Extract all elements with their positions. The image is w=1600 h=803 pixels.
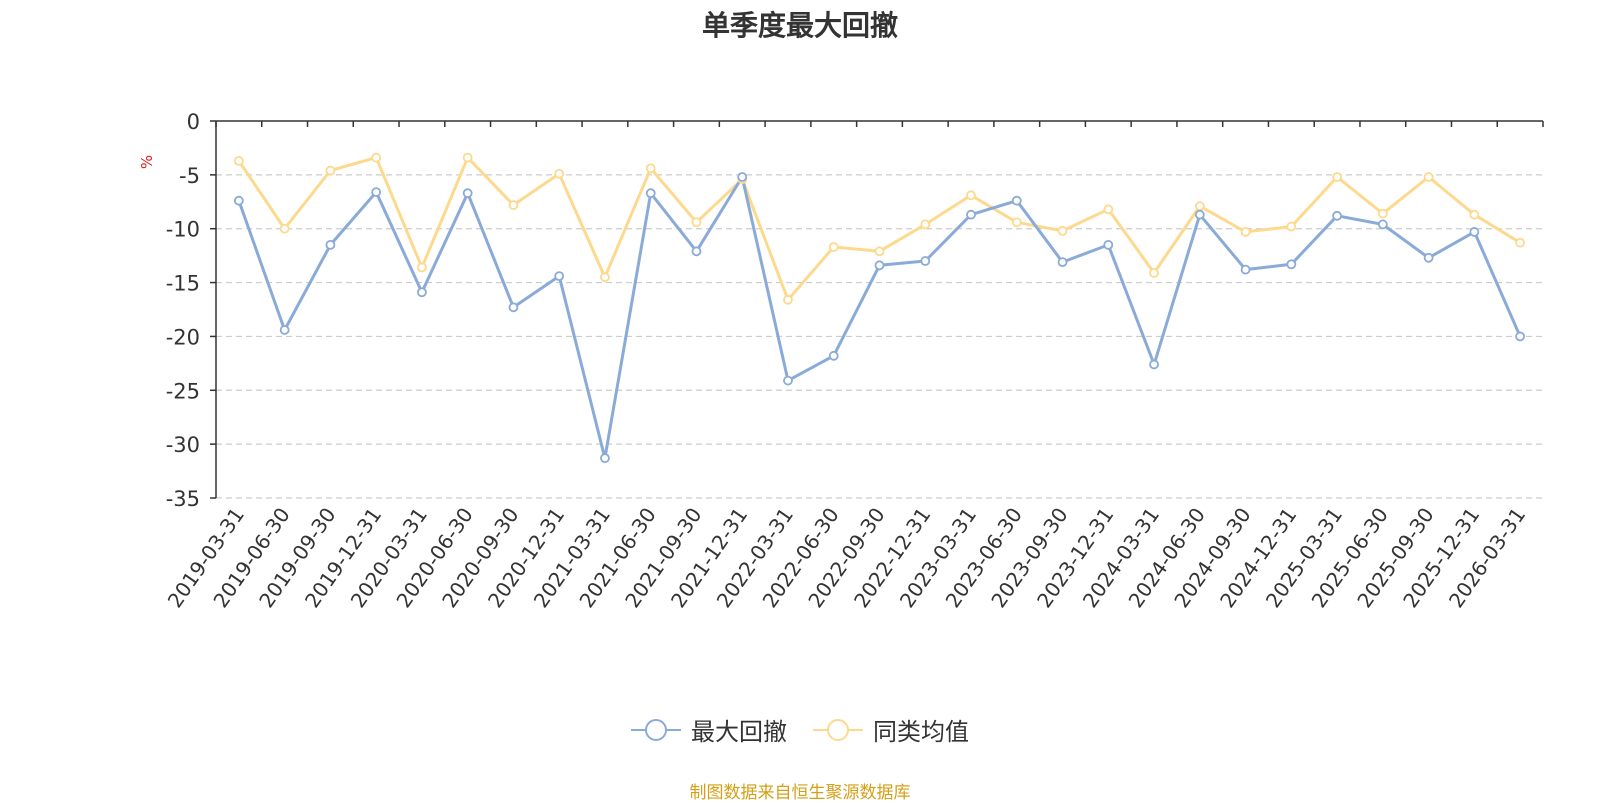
series-layer: [233, 152, 1526, 464]
legend-item-max-drawdown[interactable]: 最大回撤: [631, 712, 787, 747]
data-point-0[interactable]: [1515, 331, 1526, 342]
data-point-1[interactable]: [1240, 227, 1251, 237]
data-point-0[interactable]: [737, 172, 748, 182]
data-point-1[interactable]: [1057, 225, 1068, 236]
data-point-0[interactable]: [554, 271, 565, 282]
data-point-1[interactable]: [1332, 172, 1342, 182]
data-point-1[interactable]: [325, 165, 336, 176]
data-point-0[interactable]: [1194, 209, 1205, 220]
data-point-1[interactable]: [1194, 201, 1205, 211]
y-tick-label: -15: [166, 272, 200, 296]
data-point-0[interactable]: [828, 350, 839, 361]
data-point-0[interactable]: [1149, 359, 1159, 370]
data-point-1[interactable]: [1149, 267, 1159, 278]
y-tick-label: -30: [166, 433, 200, 457]
data-point-1[interactable]: [966, 190, 976, 201]
data-point-0[interactable]: [1377, 219, 1388, 230]
legend-label-max-drawdown: 最大回撤: [691, 718, 787, 746]
data-point-0[interactable]: [1240, 264, 1251, 275]
data-point-1[interactable]: [645, 163, 656, 174]
data-point-1[interactable]: [1423, 172, 1434, 182]
data-point-1[interactable]: [1103, 204, 1114, 215]
data-point-1[interactable]: [233, 155, 244, 166]
series-line-0: [237, 175, 1522, 460]
data-point-1[interactable]: [600, 272, 610, 283]
axes: 0-5-10-15-20-25-30-352019-03-312019-06-3…: [163, 110, 1544, 612]
data-point-1[interactable]: [1011, 217, 1022, 228]
data-point-1[interactable]: [554, 168, 565, 179]
y-tick-label: -35: [166, 487, 200, 511]
data-point-1[interactable]: [1469, 209, 1480, 220]
data-point-0[interactable]: [783, 375, 793, 386]
data-point-1[interactable]: [1286, 221, 1297, 232]
data-point-0[interactable]: [1469, 227, 1480, 237]
legend: 最大回撤 同类均值: [0, 712, 1600, 747]
data-point-0[interactable]: [325, 239, 336, 250]
data-point-1[interactable]: [417, 262, 427, 273]
data-point-0[interactable]: [508, 302, 519, 313]
data-point-0[interactable]: [233, 195, 244, 206]
data-point-1[interactable]: [371, 152, 382, 163]
y-axis-label: %: [138, 155, 156, 169]
data-point-1[interactable]: [462, 152, 473, 163]
data-point-0[interactable]: [691, 246, 702, 257]
data-point-0[interactable]: [645, 188, 656, 199]
y-tick-label: -10: [166, 218, 200, 242]
grid-lines: [216, 174, 1543, 499]
data-point-0[interactable]: [1332, 210, 1342, 221]
data-point-0[interactable]: [600, 453, 610, 464]
data-point-0[interactable]: [1286, 259, 1297, 270]
legend-item-peer-average[interactable]: 同类均值: [813, 712, 969, 747]
chart-title: 单季度最大回撤: [701, 9, 898, 42]
legend-line-circle-icon: [631, 718, 681, 741]
data-point-1[interactable]: [279, 223, 290, 234]
data-point-1[interactable]: [874, 246, 885, 257]
data-point-1[interactable]: [783, 294, 793, 305]
legend-line-circle-icon: [813, 718, 863, 741]
data-point-0[interactable]: [1423, 252, 1434, 263]
data-point-1[interactable]: [1377, 208, 1388, 219]
data-point-0[interactable]: [1011, 195, 1022, 206]
data-point-1[interactable]: [828, 242, 839, 252]
data-point-1[interactable]: [920, 219, 931, 230]
y-tick-label: -25: [166, 379, 200, 403]
data-point-0[interactable]: [1057, 257, 1068, 268]
data-point-0[interactable]: [874, 260, 885, 271]
data-point-0[interactable]: [371, 187, 382, 197]
data-point-0[interactable]: [462, 188, 473, 199]
data-point-1[interactable]: [1515, 237, 1526, 248]
data-point-0[interactable]: [966, 209, 976, 220]
data-point-0[interactable]: [920, 256, 931, 266]
data-point-1[interactable]: [691, 217, 702, 228]
data-point-0[interactable]: [417, 287, 427, 298]
data-point-0[interactable]: [1103, 239, 1114, 250]
y-tick-label: 0: [187, 110, 200, 134]
y-tick-label: -20: [166, 325, 200, 349]
data-point-1[interactable]: [508, 200, 519, 210]
data-point-0[interactable]: [279, 325, 290, 335]
source-note: 制图数据来自恒生聚源数据库: [689, 783, 911, 803]
y-tick-label: -5: [179, 164, 200, 188]
legend-label-peer-average: 同类均值: [873, 718, 969, 746]
